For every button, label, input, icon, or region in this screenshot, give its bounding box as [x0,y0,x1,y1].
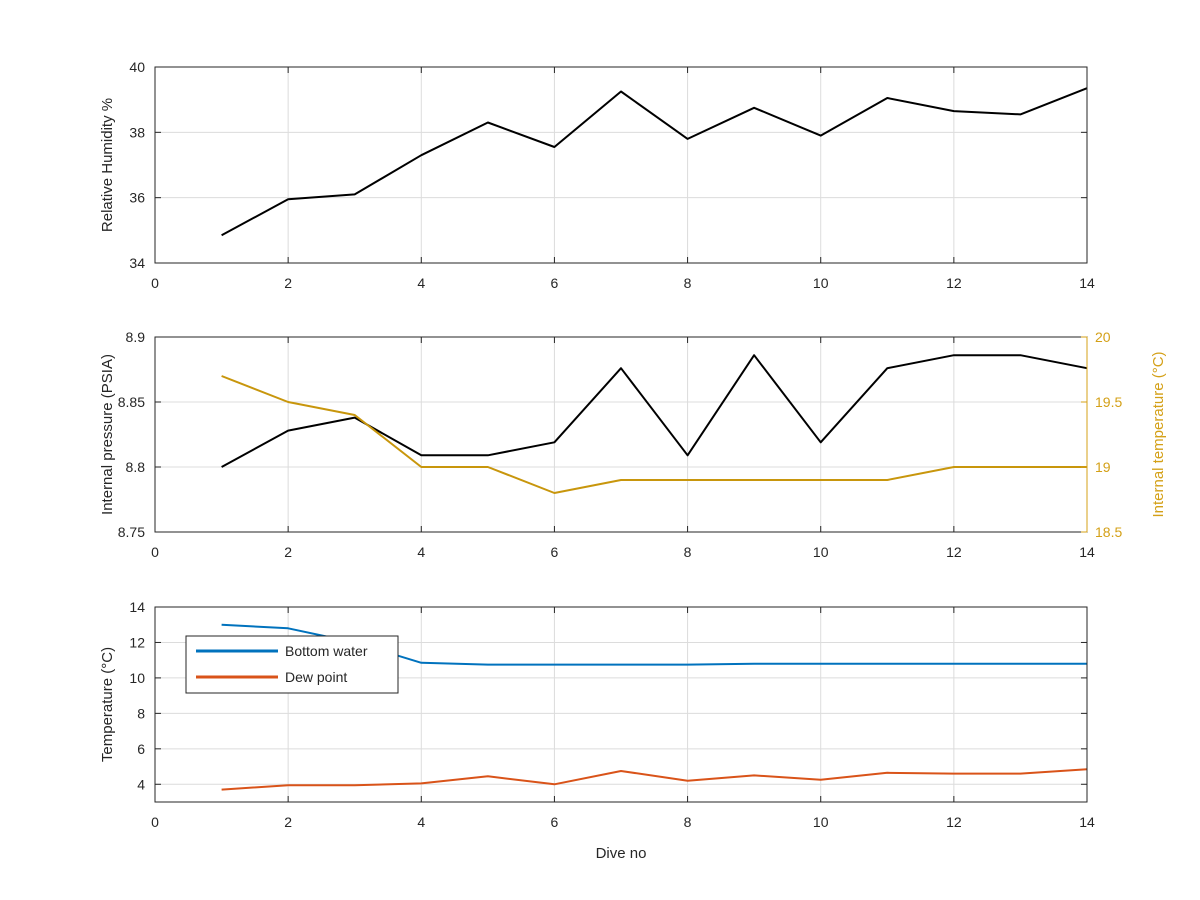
y2-tick-label: 19.5 [1095,394,1122,410]
y2-axis-label: Internal temperature (°C) [1150,351,1167,517]
legend-label: Dew point [285,669,347,685]
series-dew-point [221,768,1088,791]
x-axis-label: Dive no [596,845,647,862]
x-tick-label: 4 [417,814,425,830]
grid [155,337,1087,532]
y-tick-label: 8.75 [118,524,145,540]
x-tick-label: 14 [1079,544,1095,560]
x-tick-label: 2 [284,544,292,560]
y-tick-label: 14 [129,599,145,615]
axes-box [154,606,1088,803]
y-tick-label: 34 [129,255,145,271]
plot-area [155,67,1087,263]
y-tick-label: 8.8 [126,459,146,475]
x-tick-label: 8 [684,814,692,830]
y-tick-label: 8.85 [118,394,145,410]
x-tick-label: 4 [417,275,425,291]
x-tick-label: 6 [551,275,559,291]
chart-panel-temperature: 0 2 4 6 8 10 12 14 4 6 8 10 12 14 Temperature (°C) Dive… [99,599,1095,862]
y-tick-label: 10 [129,670,145,686]
y-tick-label: 36 [129,190,145,206]
y-tick-label: 8.9 [126,329,146,345]
y-tick-label: 4 [137,776,145,792]
x-tick-label: 14 [1079,275,1095,291]
x-tick-label: 14 [1079,814,1095,830]
y2-tick-label: 20 [1095,329,1111,345]
x-tick-label: 0 [151,544,159,560]
y-tick-label: 12 [129,634,145,650]
y-tick-label: 8 [137,705,145,721]
chart-panel-pressure-temperature: 0 2 4 6 8 10 12 14 8.75 8.8 8.85 8.9 18.5 19 19.5 20 Int… [99,329,1167,560]
x-tick-label: 2 [284,275,292,291]
x-tick-label: 12 [946,544,962,560]
y-axis-label: Internal pressure (PSIA) [99,354,116,515]
x-tick-label: 10 [813,814,829,830]
series-line-1 [221,375,1087,494]
series-line-0 [221,87,1088,237]
x-tick-label: 8 [684,544,692,560]
y-axis-label: Relative Humidity % [99,98,116,232]
x-tick-label: 10 [813,544,829,560]
legend: Bottom water Dew point [185,635,399,694]
chart-panel-humidity: 0 2 4 6 8 10 12 14 34 36 38 40 Relative Humidity % [99,59,1095,291]
y2-tick-label: 19 [1095,459,1111,475]
x-tick-label: 12 [946,275,962,291]
y2-tick-label: 18.5 [1095,524,1122,540]
x-tick-label: 0 [151,275,159,291]
x-tick-label: 2 [284,814,292,830]
y-axis-label: Temperature (°C) [99,647,116,762]
x-tick-label: 8 [684,275,692,291]
x-tick-label: 6 [551,544,559,560]
axes-box [154,66,1088,264]
y-tick-label: 40 [129,59,145,75]
x-tick-label: 10 [813,275,829,291]
legend-label: Bottom water [285,643,368,659]
y-tick-label: 6 [137,741,145,757]
legend-box [185,635,399,694]
x-tick-label: 6 [551,814,559,830]
x-tick-label: 4 [417,544,425,560]
y-tick-label: 38 [129,124,145,140]
x-tick-label: 12 [946,814,962,830]
plot-area [155,337,1087,532]
x-tick-label: 0 [151,814,159,830]
